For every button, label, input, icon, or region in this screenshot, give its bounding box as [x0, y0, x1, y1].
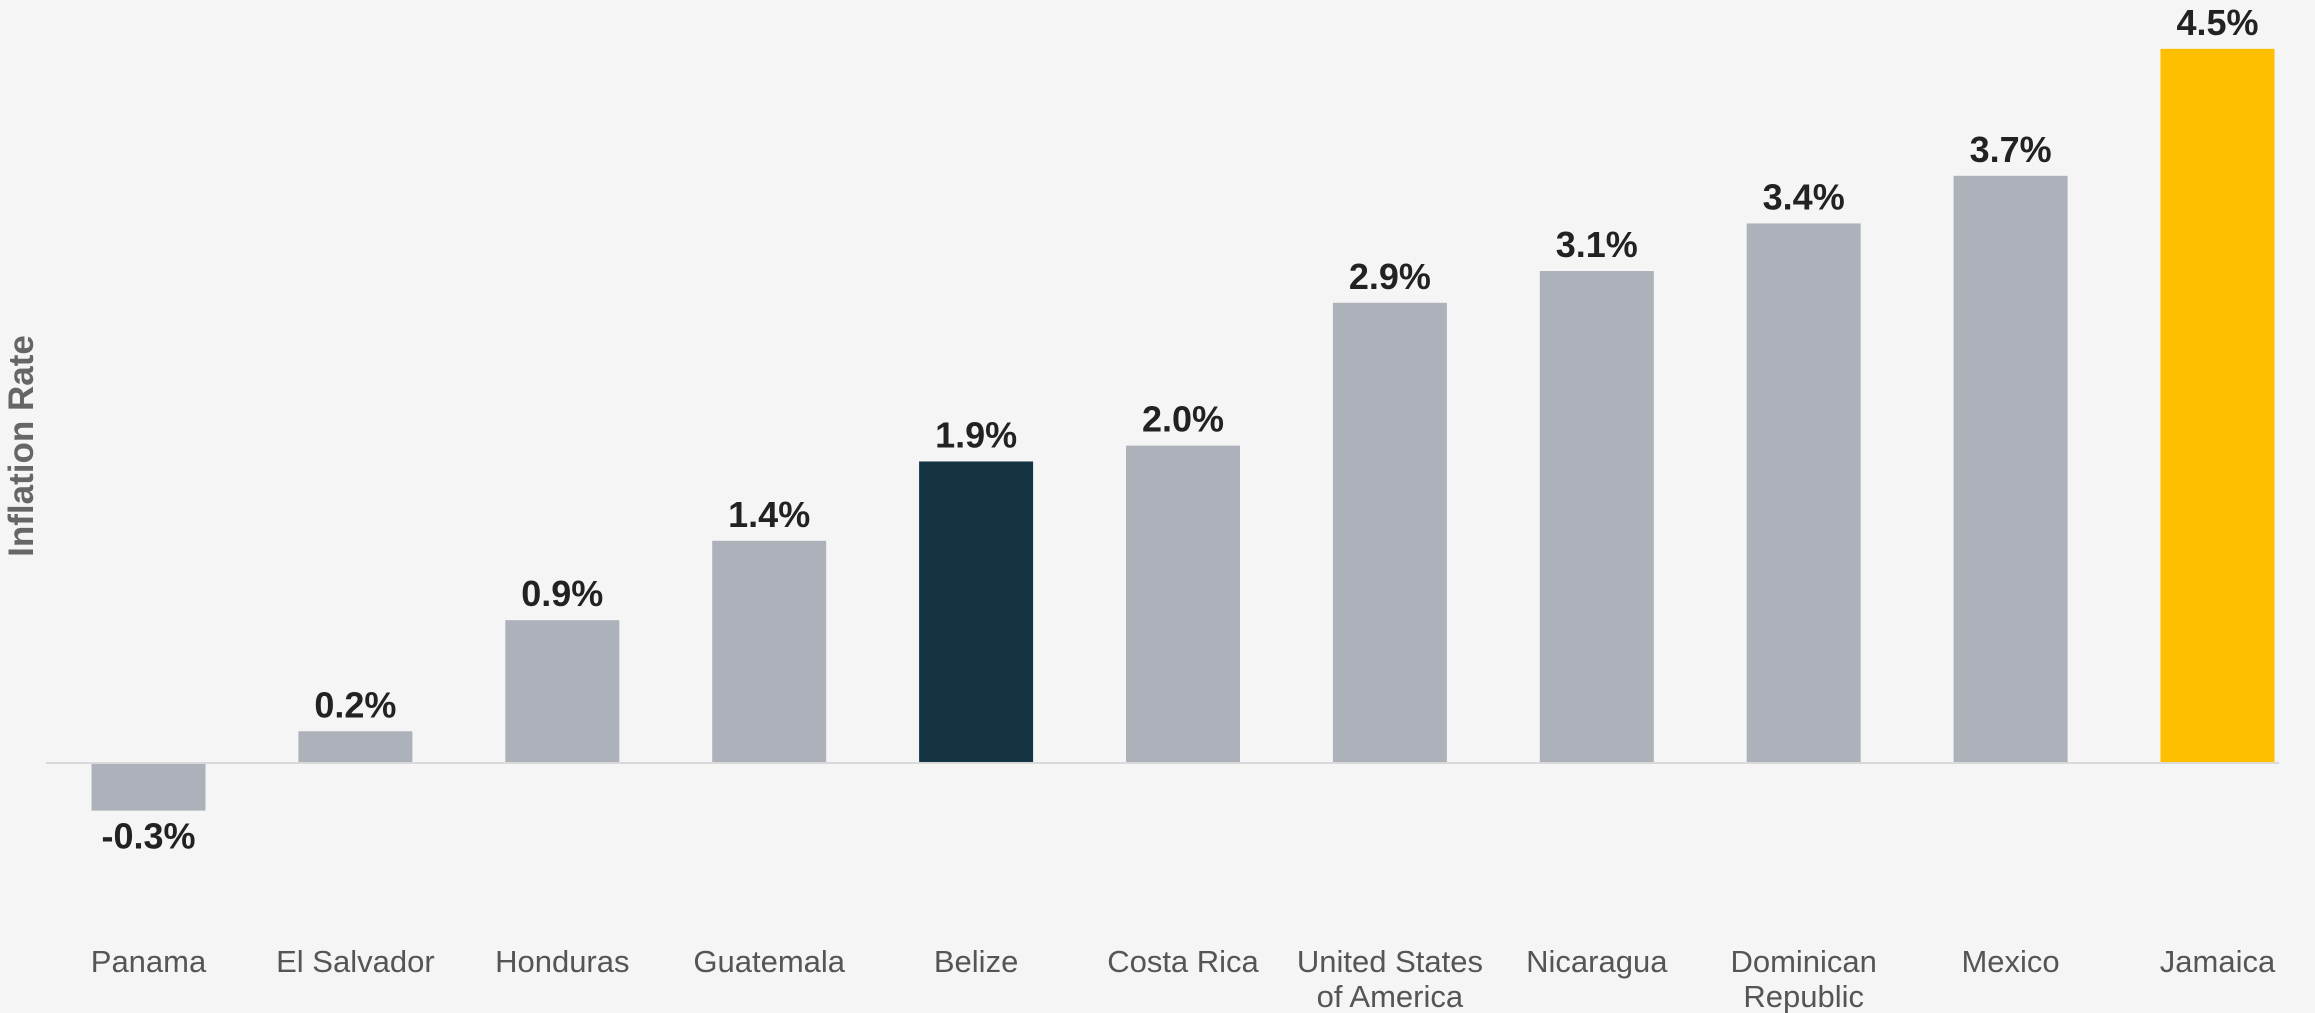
value-label: 2.9%: [1349, 256, 1431, 297]
value-label: 3.7%: [1970, 129, 2052, 170]
value-label: 1.4%: [728, 494, 810, 535]
category-label: of America: [1317, 979, 1464, 1013]
bar-jamaica: [2160, 48, 2275, 764]
bar-mexico: [1953, 175, 2068, 763]
category-label: Dominican: [1730, 944, 1876, 979]
bar-costa-rica: [1126, 445, 1240, 763]
bar-panama: [91, 763, 206, 811]
category-label: Belize: [934, 944, 1018, 979]
bar-nicaragua: [1539, 271, 1654, 763]
value-label: 0.2%: [314, 684, 396, 725]
bar-belize: [919, 461, 1034, 763]
value-label: 4.5%: [2176, 2, 2258, 43]
value-label: 3.4%: [1763, 176, 1845, 217]
category-label: Costa Rica: [1107, 944, 1259, 979]
bars-group: [91, 48, 2275, 811]
category-label: Panama: [91, 944, 207, 979]
bar-dominican-republic: [1746, 223, 1861, 764]
value-label: 3.1%: [1556, 224, 1638, 265]
category-labels-group: Panama El Salvador Honduras Guatemala Belize…: [91, 944, 2276, 1013]
value-labels-group: -0.3% 0.2% 0.9% 1.4% 1.9% 2.0% 2.9% 3.1% 3.4% 3.7…: [101, 2, 2258, 857]
value-label: 0.9%: [521, 573, 603, 614]
category-label: El Salvador: [276, 944, 435, 979]
category-label: United States: [1297, 944, 1483, 979]
category-label: Jamaica: [2160, 944, 2276, 979]
value-label: 1.9%: [935, 414, 1017, 455]
value-label: -0.3%: [101, 816, 195, 857]
y-axis-title: Inflation Rate: [2, 335, 41, 557]
bar-el-salvador: [298, 731, 413, 763]
category-label: Mexico: [1961, 944, 2059, 979]
bar-united-states-of-america: [1332, 302, 1447, 763]
category-label: Republic: [1743, 979, 1864, 1013]
category-label: Nicaragua: [1526, 944, 1668, 979]
bar-guatemala: [712, 540, 827, 763]
category-label: Guatemala: [693, 944, 845, 979]
bar-honduras: [505, 620, 620, 763]
value-label: 2.0%: [1142, 399, 1224, 440]
category-label: Honduras: [495, 944, 629, 979]
